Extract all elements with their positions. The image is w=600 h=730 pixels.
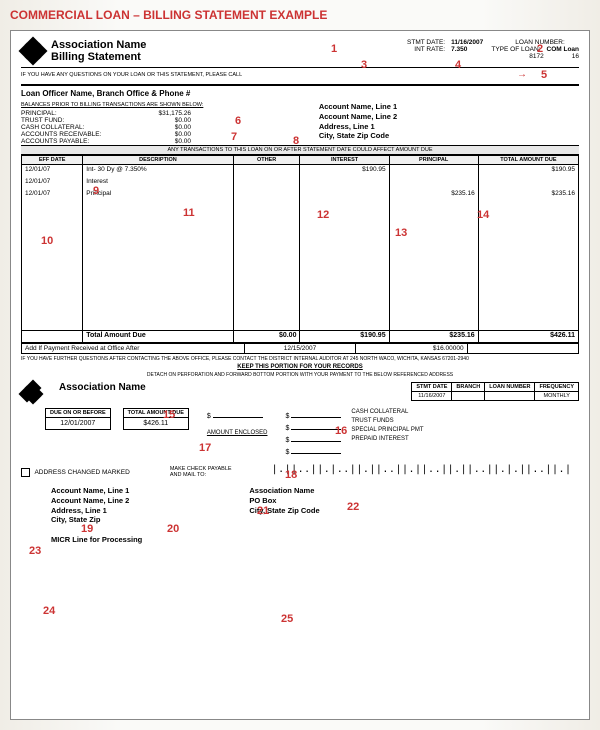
micr-line: MICR Line for Processing [51,535,579,544]
addif-date: 12/15/2007 [244,344,355,354]
add-if-table: Add If Payment Received at Office After … [21,343,579,354]
statement-subtitle: Billing Statement [51,51,146,63]
stub-from-address: Account Name, Line 1 Account Name, Line … [51,486,129,525]
totals-row: Total Amount Due$0.00$190.95$235.16$426.… [22,331,579,343]
association-name: Association Name [51,39,146,51]
acct-line-4: City, State Zip Code [319,131,397,141]
balance-value: $31,175.26 [131,110,191,117]
detach-note: DETACH ON PERFORATION AND FORWARD BOTTOM… [21,372,579,378]
total-due-value: $426.11 [123,417,189,430]
table-header: DESCRIPTION [83,156,233,165]
cash-list-labels: CASH COLLATERALTRUST FUNDSSPECIAL PRINCI… [351,408,423,444]
table-row: 12/01/07Int- 30 Dy @ 7.350%$190.95$190.9… [22,165,579,177]
cash-line-label: SPECIAL PRINCIPAL PMT [351,426,423,435]
table-header: INTEREST [300,156,389,165]
total-due-label: TOTAL AMOUNT DUE [123,408,189,417]
dollar-sign: $ [207,413,211,420]
balances-heading: BALANCES PRIOR TO BILLING TRANSACTIONS A… [21,102,289,108]
loan-number-label: LOAN NUMBER: [515,39,564,46]
stub-grid-cell [485,392,535,401]
billing-statement: 1234567891011121314151617181920212223242… [10,30,590,720]
annotation-23: 23 [29,545,41,557]
cash-collateral-input[interactable] [291,410,341,418]
type-loan: COM Loan [547,46,580,53]
make-check-2: AND MAIL TO: [170,472,232,478]
stub-grid-header: LOAN NUMBER [485,383,535,392]
balance-value: $0.00 [131,138,191,145]
stmt-date-label: STMT DATE: [385,39,445,46]
cash-line-label: CASH COLLATERAL [351,408,423,417]
stub-grid-cell: MONTHLY [535,392,579,401]
code-b: 16 [572,53,579,60]
account-address-block: Account Name, Line 1 Account Name, Line … [319,102,397,145]
payment-stub: Association Name STMT DATEBRANCHLOAN NUM… [21,382,579,544]
prepaid-interest-input[interactable] [291,446,341,454]
stub-grid: STMT DATEBRANCHLOAN NUMBERFREQUENCY 11/1… [411,382,579,401]
due-on-value: 12/01/2007 [45,417,111,430]
acct-line-3: Address, Line 1 [319,122,397,132]
stub-to-address: Association Name PO Box City, State Zip … [249,486,319,525]
balance-label: TRUST FUND: [21,117,131,124]
balance-label: CASH COLLATERAL: [21,124,131,131]
transactions-table: EFF DATEDESCRIPTIONOTHERINTERESTPRINCIPA… [21,155,579,343]
balance-label: PRINCIPAL: [21,110,131,117]
type-loan-label: TYPE OF LOAN: [491,46,540,53]
annotation-24: 24 [43,605,55,617]
questions-note: IF YOU HAVE ANY QUESTIONS ON YOUR LOAN O… [21,72,579,78]
balance-value: $0.00 [131,124,191,131]
table-header: EFF DATE [22,156,83,165]
balances-block: BALANCES PRIOR TO BILLING TRANSACTIONS A… [21,102,289,145]
stub-grid-header: BRANCH [452,383,485,392]
page-title: COMMERCIAL LOAN – BILLING STATEMENT EXAM… [10,8,590,22]
balance-label: ACCOUNTS RECEIVABLE: [21,131,131,138]
keep-portion: KEEP THIS PORTION FOR YOUR RECORDS [21,364,579,370]
table-header: OTHER [233,156,300,165]
postal-barcode: |.||..||.|..||.||..||.||..||.||..||.|.||… [272,464,572,478]
due-on-label: DUE ON OR BEFORE [45,408,111,417]
table-header: PRINCIPAL [389,156,478,165]
logo-icon [21,39,45,63]
stub-grid-header: FREQUENCY [535,383,579,392]
table-row: 12/01/07Principal$235.16$235.16 [22,189,579,201]
balance-value: $0.00 [131,117,191,124]
addif-label: Add If Payment Received at Office After [22,344,245,354]
balance-value: $0.00 [131,131,191,138]
code-a: 8172 [529,53,543,60]
cash-line-label: TRUST FUNDS [351,417,423,426]
amount-enclosed-label: AMOUNT ENCLOSED [207,430,268,436]
stub-grid-cell: 11/16/2007 [412,392,452,401]
trust-funds-input[interactable] [291,422,341,430]
balance-label: ACCOUNTS PAYABLE: [21,138,131,145]
acct-line-1: Account Name, Line 1 [319,102,397,112]
table-row: 12/01/07Interest [22,177,579,189]
table-header: TOTAL AMOUNT DUE [478,156,578,165]
amount-enclosed-input[interactable] [213,410,263,418]
further-questions: IF YOU HAVE FURTHER QUESTIONS AFTER CONT… [21,356,579,362]
int-rate: 7.350 [451,46,467,53]
stub-grid-header: STMT DATE [412,383,452,392]
cash-line-label: PREPAID INTEREST [351,435,423,444]
int-rate-label: INT RATE: [385,46,445,53]
address-changed-checkbox[interactable] [21,468,30,477]
addif-amount: $16.00000 [356,344,467,354]
address-changed-label: ADDRESS CHANGED MARKED [34,469,129,476]
stub-logo-icon [21,382,41,402]
stmt-date: 11/16/2007 [451,39,483,46]
stub-association: Association Name [59,382,146,393]
statement-header: Association Name Billing Statement STMT … [21,39,579,63]
loan-officer-heading: Loan Officer Name, Branch Office & Phone… [21,89,579,98]
acct-line-2: Account Name, Line 2 [319,112,397,122]
arrow-icon: → [517,69,527,80]
transactions-band: ANY TRANSACTIONS TO THIS LOAN ON OR AFTE… [21,145,579,155]
annotation-25: 25 [281,613,293,625]
special-principal-input[interactable] [291,434,341,442]
stub-grid-cell [452,392,485,401]
